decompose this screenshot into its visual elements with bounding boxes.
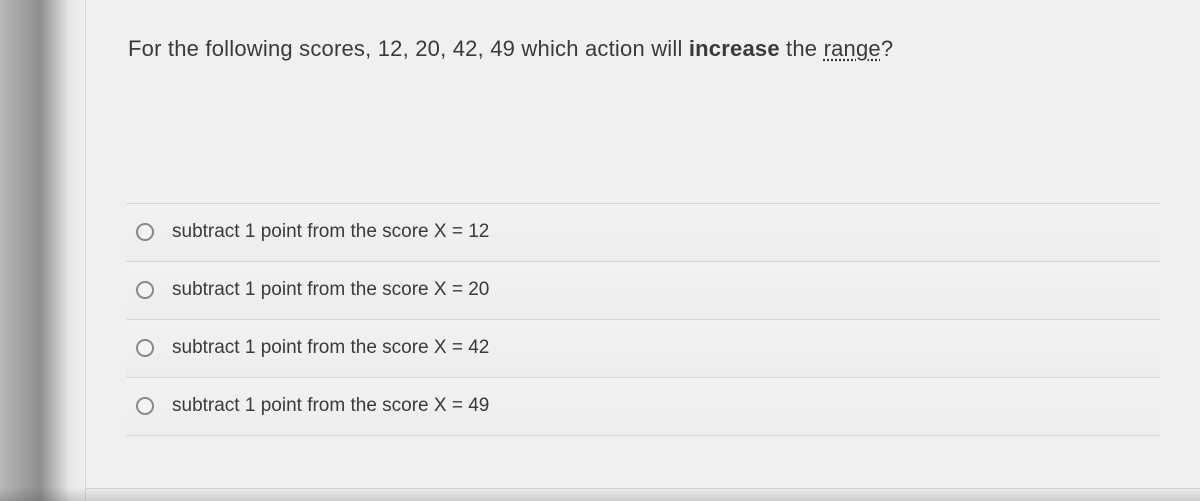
option-label: subtract 1 point from the score X = 49 — [172, 395, 489, 417]
question-suffix: ? — [881, 36, 893, 61]
page-wrap: For the following scores, 12, 20, 42, 49… — [0, 0, 1200, 501]
radio-icon[interactable] — [136, 223, 154, 241]
question-underlined: range — [824, 36, 881, 61]
option-label: subtract 1 point from the score X = 20 — [172, 279, 489, 301]
option-label: subtract 1 point from the score X = 12 — [172, 221, 489, 243]
option-row[interactable]: subtract 1 point from the score X = 12 — [126, 204, 1160, 262]
radio-icon[interactable] — [136, 397, 154, 415]
option-row[interactable]: subtract 1 point from the score X = 49 — [126, 378, 1160, 436]
question-mid: the — [780, 36, 824, 61]
radio-icon[interactable] — [136, 339, 154, 357]
option-label: subtract 1 point from the score X = 42 — [172, 337, 489, 359]
question-panel: For the following scores, 12, 20, 42, 49… — [85, 0, 1200, 501]
radio-icon[interactable] — [136, 281, 154, 299]
options-list: subtract 1 point from the score X = 12 s… — [126, 203, 1160, 436]
option-row[interactable]: subtract 1 point from the score X = 42 — [126, 320, 1160, 378]
option-row[interactable]: subtract 1 point from the score X = 20 — [126, 262, 1160, 320]
question-text: For the following scores, 12, 20, 42, 49… — [126, 28, 1160, 83]
question-prefix: For the following scores, 12, 20, 42, 49… — [128, 36, 689, 61]
question-bold: increase — [689, 36, 780, 61]
bottom-divider — [85, 488, 1200, 489]
